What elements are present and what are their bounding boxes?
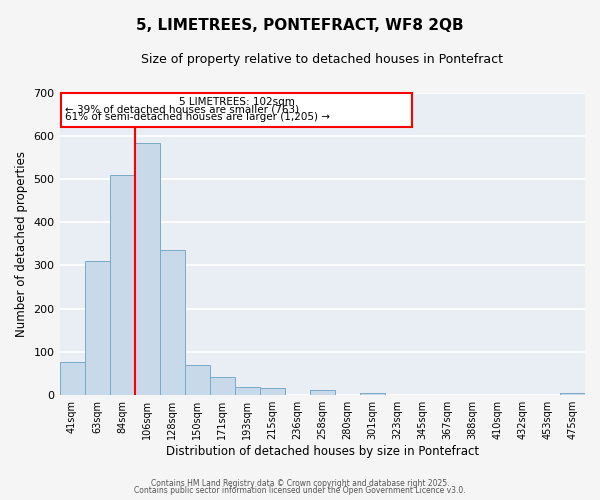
Text: 5 LIMETREES: 102sqm: 5 LIMETREES: 102sqm <box>179 96 295 106</box>
Text: ← 39% of detached houses are smaller (763): ← 39% of detached houses are smaller (76… <box>65 104 299 115</box>
Bar <box>160 250 185 394</box>
Text: 61% of semi-detached houses are larger (1,205) →: 61% of semi-detached houses are larger (… <box>65 112 329 122</box>
X-axis label: Distribution of detached houses by size in Pontefract: Distribution of detached houses by size … <box>166 444 479 458</box>
FancyBboxPatch shape <box>61 93 412 126</box>
Bar <box>59 362 85 394</box>
Bar <box>209 378 235 394</box>
Bar <box>235 387 260 394</box>
Bar <box>560 392 585 394</box>
Bar <box>185 364 209 394</box>
Bar <box>85 261 110 394</box>
Bar <box>260 388 285 394</box>
Bar <box>360 392 385 394</box>
Text: 5, LIMETREES, PONTEFRACT, WF8 2QB: 5, LIMETREES, PONTEFRACT, WF8 2QB <box>136 18 464 32</box>
Bar <box>134 142 160 394</box>
Bar <box>110 175 134 394</box>
Text: Contains HM Land Registry data © Crown copyright and database right 2025.: Contains HM Land Registry data © Crown c… <box>151 478 449 488</box>
Y-axis label: Number of detached properties: Number of detached properties <box>15 151 28 337</box>
Bar <box>310 390 335 394</box>
Text: Contains public sector information licensed under the Open Government Licence v3: Contains public sector information licen… <box>134 486 466 495</box>
Title: Size of property relative to detached houses in Pontefract: Size of property relative to detached ho… <box>141 52 503 66</box>
